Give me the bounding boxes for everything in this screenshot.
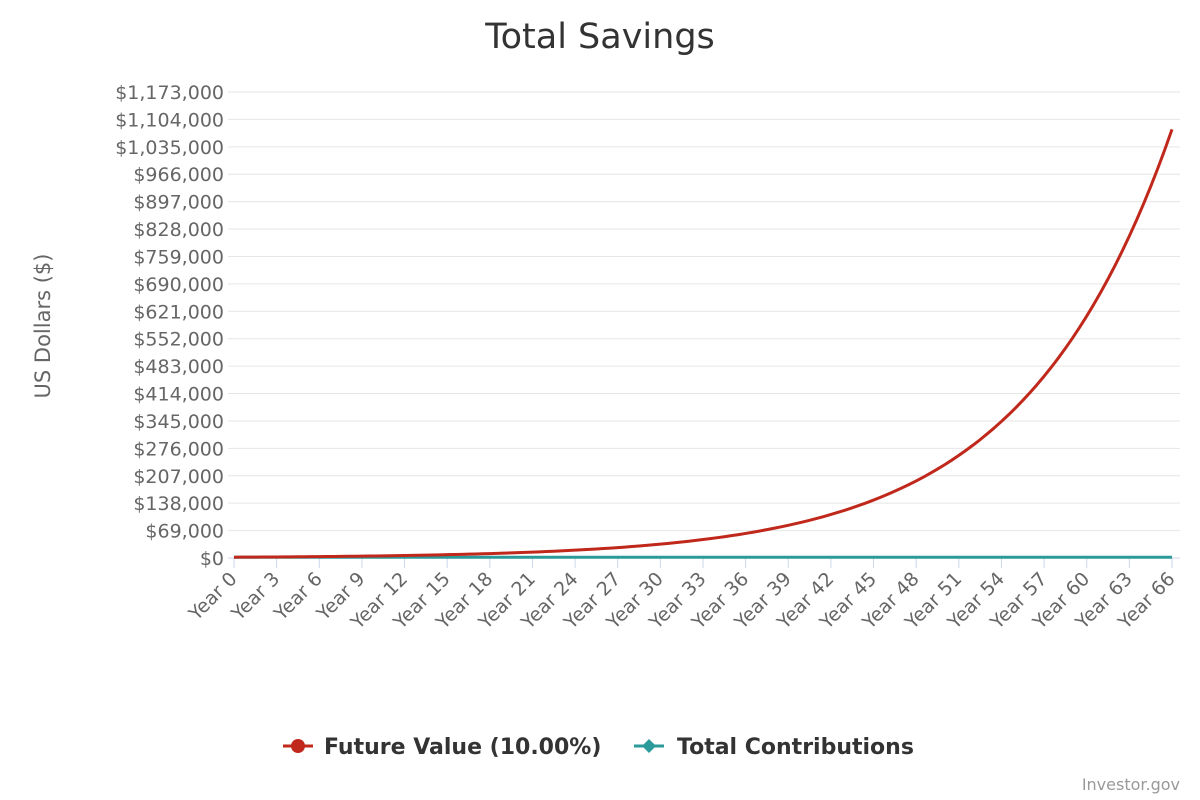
y-tick-label: $621,000 [133, 301, 224, 323]
chart-title: Total Savings [484, 17, 715, 57]
y-tick-label: $483,000 [133, 356, 224, 378]
series-layer [233, 128, 1174, 559]
y-tick-label: $414,000 [133, 384, 224, 406]
y-tick-label: $69,000 [145, 521, 224, 543]
y-tick-label: $828,000 [133, 219, 224, 241]
series-line-future-value[interactable] [233, 128, 1174, 559]
y-tick-label: $897,000 [133, 192, 224, 214]
y-axis-ticks: $0 $69,000 $138,000 $207,000 $276,000 $345,00… [115, 82, 224, 570]
grid-lines [228, 91, 1180, 532]
y-tick-label: $1,035,000 [115, 137, 224, 159]
legend-item-total-contributions[interactable]: Total Contributions [634, 735, 914, 760]
legend-item-future-value[interactable]: Future Value (10.00%) [283, 735, 601, 760]
y-axis-label: US Dollars ($) [31, 254, 55, 399]
legend-marker-circle-icon [291, 739, 305, 753]
legend-label-total-contributions: Total Contributions [677, 735, 914, 760]
credit-link[interactable]: Investor.gov [1082, 775, 1180, 794]
x-tick-label: Year 0 [184, 568, 242, 626]
y-tick-label: $138,000 [133, 493, 224, 515]
y-tick-label: $345,000 [133, 411, 224, 433]
y-tick-label: $1,173,000 [115, 82, 224, 104]
y-tick-label: $0 [200, 548, 224, 570]
legend: Future Value (10.00%) Total Contribution… [283, 735, 914, 760]
y-tick-label: $552,000 [133, 329, 224, 351]
x-tick-label: Year 3 [227, 568, 285, 626]
y-tick-label: $1,104,000 [115, 109, 224, 131]
y-tick-label: $759,000 [133, 246, 224, 268]
y-tick-label: $690,000 [133, 274, 224, 296]
x-tick-label: Year 6 [269, 568, 327, 626]
legend-label-future-value: Future Value (10.00%) [324, 735, 601, 760]
y-tick-label: $207,000 [133, 466, 224, 488]
y-tick-label: $276,000 [133, 438, 224, 460]
y-tick-label: $966,000 [133, 164, 224, 186]
legend-marker-diamond-icon [642, 739, 656, 753]
